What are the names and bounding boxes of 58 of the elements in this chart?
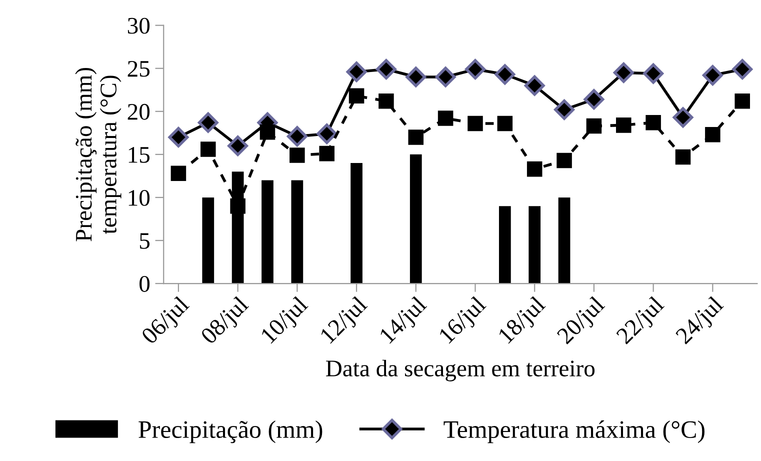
point bbox=[705, 127, 720, 142]
point bbox=[260, 124, 276, 140]
point bbox=[616, 118, 632, 133]
bar bbox=[262, 180, 274, 284]
y-tick-label: 20 bbox=[128, 104, 150, 120]
point bbox=[734, 93, 750, 109]
point bbox=[290, 148, 305, 163]
y-tick-label: 5 bbox=[140, 233, 150, 249]
legend-label: Precipitação (mm) bbox=[138, 420, 322, 444]
bar bbox=[202, 197, 214, 284]
y-tick-label: 15 bbox=[128, 147, 150, 163]
x-axis-title: Data da secagem em terreiro bbox=[326, 360, 595, 382]
point bbox=[170, 166, 186, 182]
bar bbox=[410, 154, 422, 284]
point bbox=[556, 152, 572, 168]
point bbox=[168, 126, 189, 148]
point bbox=[643, 63, 664, 84]
point bbox=[319, 146, 334, 162]
point bbox=[228, 136, 248, 156]
point bbox=[646, 114, 661, 130]
point bbox=[198, 112, 218, 133]
y-axis-title: Precipitação (mm) temperatura (°C) bbox=[75, 68, 122, 242]
legend-label: Temperatura máxima (°C) bbox=[444, 420, 704, 444]
y-tick-label: 25 bbox=[128, 60, 150, 77]
point bbox=[435, 66, 456, 88]
point bbox=[200, 142, 216, 157]
point bbox=[732, 59, 753, 80]
point bbox=[348, 88, 364, 104]
y-tick-label: 30 bbox=[128, 18, 150, 34]
point bbox=[406, 66, 426, 88]
point bbox=[468, 116, 483, 132]
point bbox=[584, 89, 604, 110]
point bbox=[465, 59, 486, 80]
point bbox=[613, 62, 634, 83]
point bbox=[286, 126, 308, 147]
point bbox=[702, 65, 723, 86]
point bbox=[346, 62, 367, 82]
bar bbox=[528, 206, 541, 284]
point bbox=[408, 130, 424, 145]
point bbox=[316, 124, 338, 144]
point bbox=[497, 116, 513, 132]
bar bbox=[558, 197, 570, 284]
bar bbox=[350, 163, 362, 284]
point bbox=[526, 161, 542, 177]
bar bbox=[291, 180, 304, 284]
point bbox=[378, 93, 394, 109]
bar bbox=[498, 206, 511, 284]
point bbox=[672, 107, 694, 128]
point bbox=[675, 149, 691, 165]
point bbox=[376, 59, 396, 80]
point bbox=[524, 75, 545, 96]
y-tick-label: 10 bbox=[128, 190, 150, 206]
point bbox=[586, 118, 602, 134]
point bbox=[438, 110, 454, 126]
point bbox=[230, 198, 246, 214]
point bbox=[554, 99, 575, 120]
y-tick-label: 0 bbox=[140, 276, 150, 292]
point bbox=[494, 64, 516, 85]
